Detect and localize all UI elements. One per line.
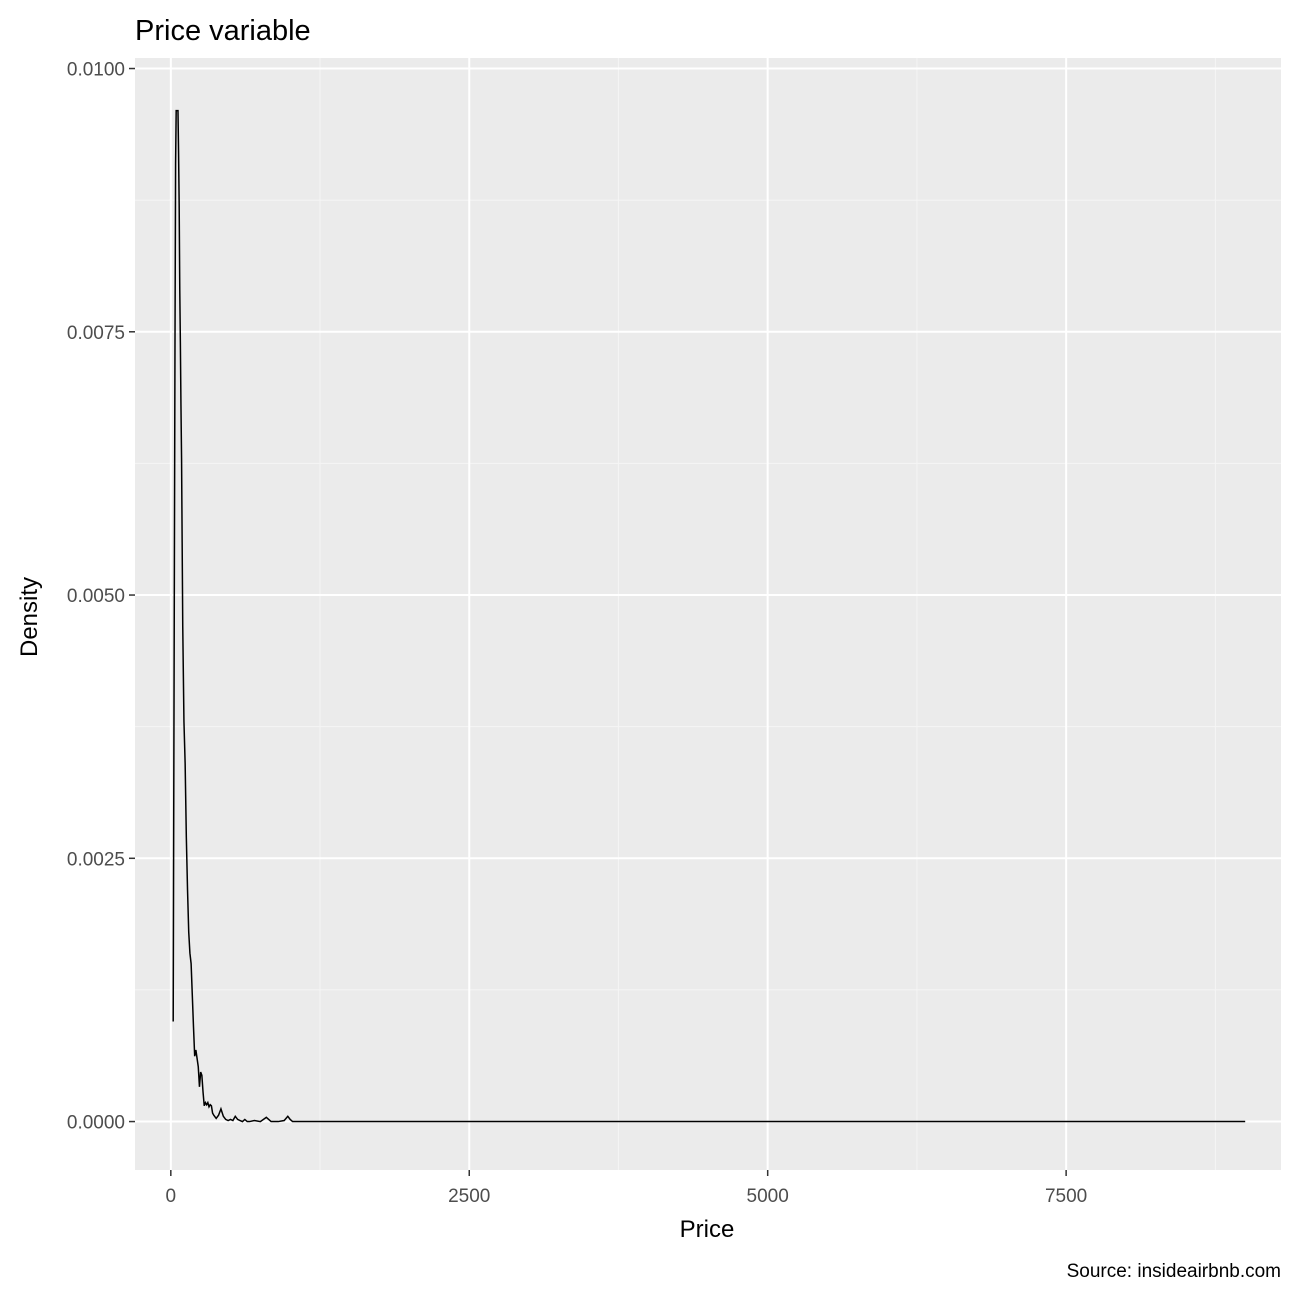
x-axis-title: Price: [680, 1216, 735, 1243]
minor-gridlines: [135, 58, 1281, 1170]
y-axis: 0.0000 0.0025 0.0050 0.0075 0.0100: [67, 60, 135, 1134]
x-axis: 0 2500 5000 7500: [166, 1170, 1087, 1207]
plot-panel: [135, 58, 1281, 1170]
source-caption: Source: insideairbnb.com: [1067, 1261, 1281, 1282]
y-tick-label: 0.0025: [67, 849, 125, 870]
y-axis-title: Density: [16, 577, 43, 657]
y-tick-label: 0.0050: [67, 586, 125, 607]
chart-title: Price variable: [135, 15, 311, 47]
x-tick-label: 0: [166, 1186, 177, 1207]
x-tick-label: 2500: [448, 1186, 490, 1207]
y-tick-label: 0.0075: [67, 323, 125, 344]
x-tick-label: 5000: [747, 1186, 789, 1207]
density-curve: [172, 109, 1246, 1123]
y-tick-label: 0.0100: [67, 60, 125, 81]
y-tick-label: 0.0000: [67, 1113, 125, 1134]
x-tick-label: 7500: [1045, 1186, 1087, 1207]
